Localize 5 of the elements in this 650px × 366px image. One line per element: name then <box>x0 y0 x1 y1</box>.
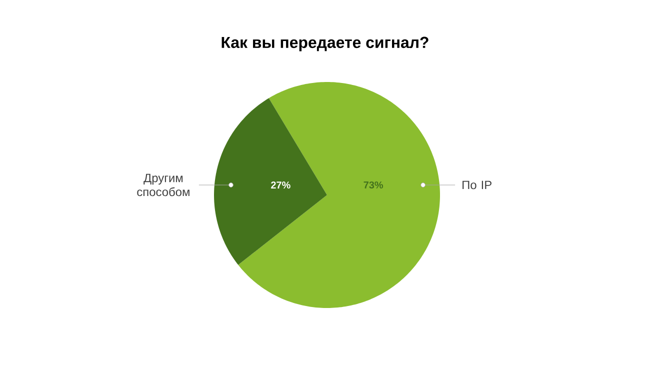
data-label: 27% <box>271 181 290 189</box>
data-label: 73% <box>364 181 384 189</box>
slice-label: Другим способом <box>137 174 190 196</box>
slice-label: По IP <box>462 180 492 190</box>
chart-title: Как вы передаете сигнал? <box>222 36 428 52</box>
